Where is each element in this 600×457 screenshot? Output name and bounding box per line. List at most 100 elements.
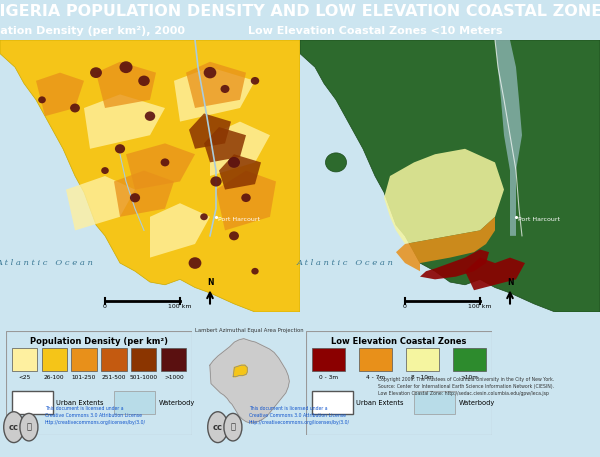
Bar — [406, 348, 439, 371]
Circle shape — [130, 193, 140, 202]
Polygon shape — [186, 62, 246, 108]
Text: ⓘ: ⓘ — [230, 423, 235, 432]
Circle shape — [221, 85, 229, 93]
Polygon shape — [204, 127, 246, 162]
Polygon shape — [36, 73, 84, 116]
Text: 100 km: 100 km — [468, 304, 492, 309]
Circle shape — [38, 96, 46, 103]
Text: A t l a n t i c   O c e a n: A t l a n t i c O c e a n — [0, 259, 94, 267]
Circle shape — [251, 77, 259, 85]
Circle shape — [229, 231, 239, 240]
Polygon shape — [495, 40, 522, 236]
Text: 501-1000: 501-1000 — [130, 375, 158, 380]
Circle shape — [211, 176, 221, 186]
Text: N: N — [207, 278, 213, 287]
Circle shape — [251, 268, 259, 275]
Polygon shape — [233, 365, 247, 377]
Text: 4 - 7m: 4 - 7m — [366, 375, 385, 380]
Polygon shape — [216, 170, 276, 230]
Bar — [311, 391, 353, 414]
Bar — [359, 348, 392, 371]
Polygon shape — [210, 122, 270, 176]
Bar — [453, 348, 487, 371]
Text: Population Density (per km²), 2000: Population Density (per km²), 2000 — [0, 26, 185, 36]
Text: <25: <25 — [18, 375, 31, 380]
Polygon shape — [0, 40, 300, 312]
Bar — [114, 391, 155, 414]
Text: >1000: >1000 — [164, 375, 184, 380]
Bar — [161, 348, 187, 371]
Text: N: N — [507, 278, 513, 287]
Polygon shape — [189, 113, 231, 149]
Circle shape — [4, 412, 24, 442]
Text: Port Harcourt: Port Harcourt — [517, 217, 560, 222]
Text: Lambert Azimuthal Equal Area Projection: Lambert Azimuthal Equal Area Projection — [194, 329, 304, 334]
Circle shape — [325, 153, 347, 172]
Text: This document is licensed under a
Creative Commons 3.0 Attribution License
http:: This document is licensed under a Creati… — [45, 406, 146, 425]
Text: Waterbody: Waterbody — [458, 400, 495, 406]
Polygon shape — [150, 203, 210, 258]
Polygon shape — [66, 176, 135, 230]
Circle shape — [224, 414, 242, 441]
Text: Urban Extents: Urban Extents — [356, 400, 404, 406]
Text: cc: cc — [213, 423, 223, 432]
Bar — [311, 348, 345, 371]
Circle shape — [241, 193, 251, 202]
Polygon shape — [396, 217, 495, 271]
Polygon shape — [384, 149, 504, 244]
Bar — [414, 391, 455, 414]
Circle shape — [101, 167, 109, 174]
Text: ⓘ: ⓘ — [26, 423, 31, 432]
Polygon shape — [420, 250, 489, 279]
Text: 251-500: 251-500 — [102, 375, 126, 380]
Bar — [11, 391, 53, 414]
Bar — [41, 348, 67, 371]
Circle shape — [138, 75, 150, 86]
Text: >10m: >10m — [461, 375, 479, 380]
Text: This document is licensed under a
Creative Commons 3.0 Attribution License
http:: This document is licensed under a Creati… — [249, 406, 350, 425]
Text: 0: 0 — [403, 304, 407, 309]
Bar — [131, 348, 157, 371]
Circle shape — [20, 414, 38, 441]
Polygon shape — [96, 62, 156, 108]
Circle shape — [115, 144, 125, 154]
Circle shape — [200, 213, 208, 220]
Text: Waterbody: Waterbody — [158, 400, 195, 406]
Text: cc: cc — [9, 423, 19, 432]
Text: 8 - 10m: 8 - 10m — [411, 375, 434, 380]
Polygon shape — [126, 143, 195, 190]
Circle shape — [90, 67, 102, 78]
Polygon shape — [114, 170, 174, 217]
Text: 0 - 3m: 0 - 3m — [319, 375, 338, 380]
Bar — [71, 348, 97, 371]
Circle shape — [145, 112, 155, 121]
Polygon shape — [174, 67, 255, 122]
Circle shape — [208, 412, 228, 442]
Polygon shape — [495, 258, 525, 285]
Text: A t l a n t i c   O c e a n: A t l a n t i c O c e a n — [296, 259, 394, 267]
Text: 101-250: 101-250 — [72, 375, 96, 380]
Circle shape — [161, 159, 169, 166]
Polygon shape — [465, 258, 495, 290]
Circle shape — [70, 104, 80, 112]
Text: Low Elevation Coastal Zones <10 Meters: Low Elevation Coastal Zones <10 Meters — [248, 26, 502, 36]
Text: NIGERIA POPULATION DENSITY AND LOW ELEVATION COASTAL ZONES: NIGERIA POPULATION DENSITY AND LOW ELEVA… — [0, 4, 600, 18]
Circle shape — [203, 67, 217, 79]
Text: Population Density (per km²): Population Density (per km²) — [30, 337, 168, 346]
Bar — [101, 348, 127, 371]
Circle shape — [119, 61, 133, 73]
Bar — [11, 348, 37, 371]
Polygon shape — [84, 95, 165, 149]
Text: 26-100: 26-100 — [44, 375, 64, 380]
Polygon shape — [219, 154, 261, 190]
Polygon shape — [300, 40, 600, 312]
Polygon shape — [210, 339, 289, 423]
Circle shape — [228, 157, 240, 168]
Text: 0: 0 — [103, 304, 107, 309]
Text: Port Harcourt: Port Harcourt — [218, 217, 260, 222]
Text: Urban Extents: Urban Extents — [56, 400, 104, 406]
Text: 100 km: 100 km — [168, 304, 192, 309]
Text: Copyright 2009. The Trustees of Columbia University in the City of New York.
Sou: Copyright 2009. The Trustees of Columbia… — [378, 377, 554, 396]
Circle shape — [188, 257, 202, 269]
Text: Low Elevation Coastal Zones: Low Elevation Coastal Zones — [331, 337, 467, 346]
